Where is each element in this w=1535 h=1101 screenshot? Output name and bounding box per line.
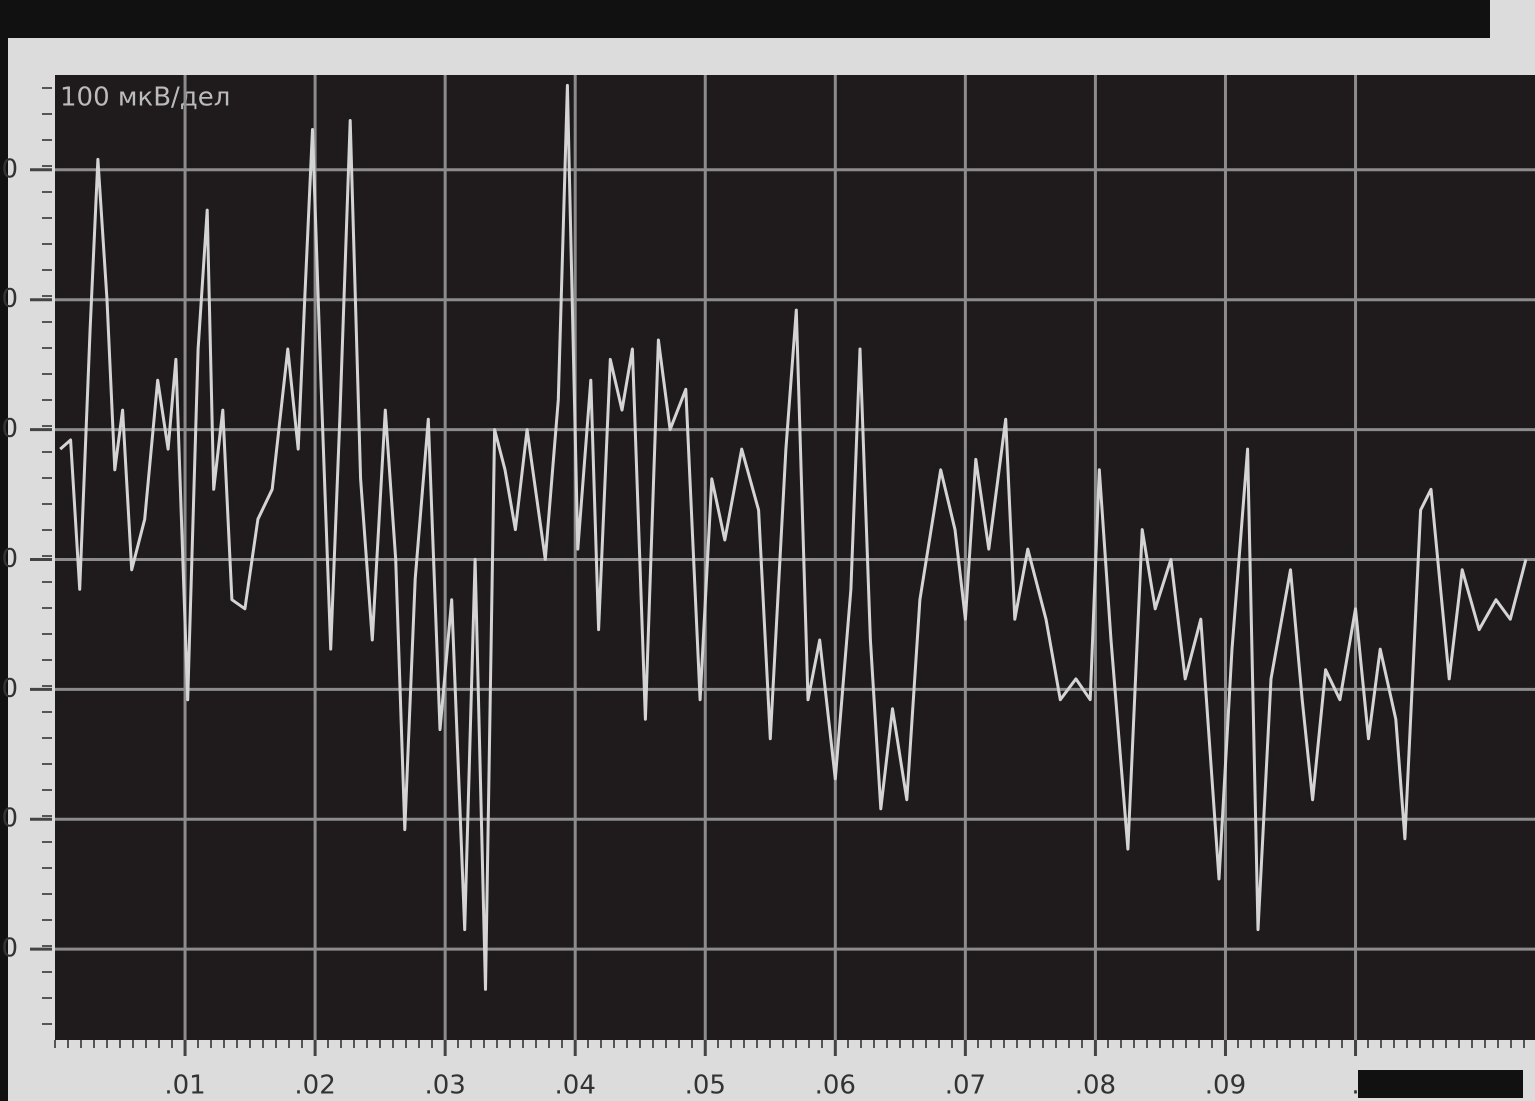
y-tick-label: 0 [1, 544, 18, 574]
x-tick-label: .02 [294, 1071, 335, 1101]
top-bar [0, 0, 1490, 38]
plot-area [55, 75, 1535, 1040]
y-tick-label: 200 [0, 284, 18, 314]
y-tick-label: 100 [0, 414, 18, 444]
y-tick-label: -300 [0, 934, 18, 964]
x-tick-label: .04 [555, 1071, 596, 1101]
x-tick-label: .01 [164, 1071, 205, 1101]
y-tick-label: 300 [0, 154, 18, 184]
x-tick-label: .03 [424, 1071, 465, 1101]
left-edge [0, 0, 8, 1101]
x-tick-label: .08 [1075, 1071, 1116, 1101]
x-tick-label: .09 [1205, 1071, 1246, 1101]
y-tick-label: -100 [0, 674, 18, 704]
x-tick-label: .06 [815, 1071, 856, 1101]
y-tick-label: -200 [0, 804, 18, 834]
status-box [1358, 1070, 1523, 1098]
scale-label: 100 мкВ/дел [60, 83, 230, 113]
signal-line [59, 83, 1528, 991]
x-tick-label: .05 [685, 1071, 726, 1101]
x-tick-label: . [1351, 1071, 1359, 1101]
x-tick-label: .07 [945, 1071, 986, 1101]
